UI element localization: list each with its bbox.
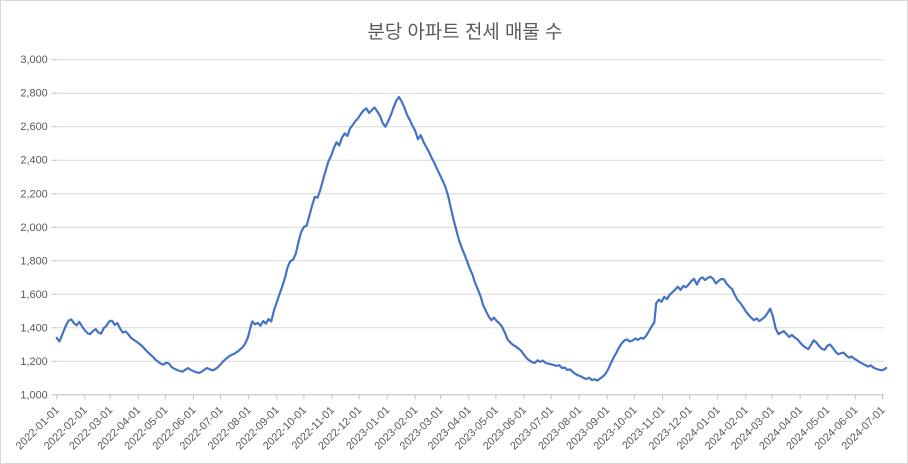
y-tick-label: 1,800: [20, 255, 47, 267]
y-axis: 1,000 1,200 1,400 1,600 1,800 2,000 2,200 2,400…: [20, 54, 56, 401]
gridlines: [57, 60, 884, 362]
y-tick-label: 1,400: [20, 322, 47, 334]
chart-title: 분당 아파트 전세 매물 수: [367, 21, 562, 43]
y-tick-label: 2,200: [20, 188, 47, 200]
y-tick-label: 1,600: [20, 289, 47, 301]
y-tick-label: 2,400: [20, 155, 47, 167]
y-tick-label: 2,000: [20, 222, 47, 234]
line-chart: 분당 아파트 전세 매물 수 1,000 1,200 1,400 1,600 1,800…: [1, 1, 907, 463]
y-tick-label: 3,000: [20, 54, 47, 66]
y-tick-label: 2,600: [20, 121, 47, 133]
x-axis: 2022-01-012022-02-012022-03-012022-04-01…: [14, 395, 888, 453]
series-line: [57, 97, 886, 381]
y-tick-label: 2,800: [20, 88, 47, 100]
chart-container: 분당 아파트 전세 매물 수 1,000 1,200 1,400 1,600 1,800…: [0, 0, 908, 464]
y-tick-label: 1,200: [20, 356, 47, 368]
y-tick-label: 1,000: [20, 389, 47, 401]
